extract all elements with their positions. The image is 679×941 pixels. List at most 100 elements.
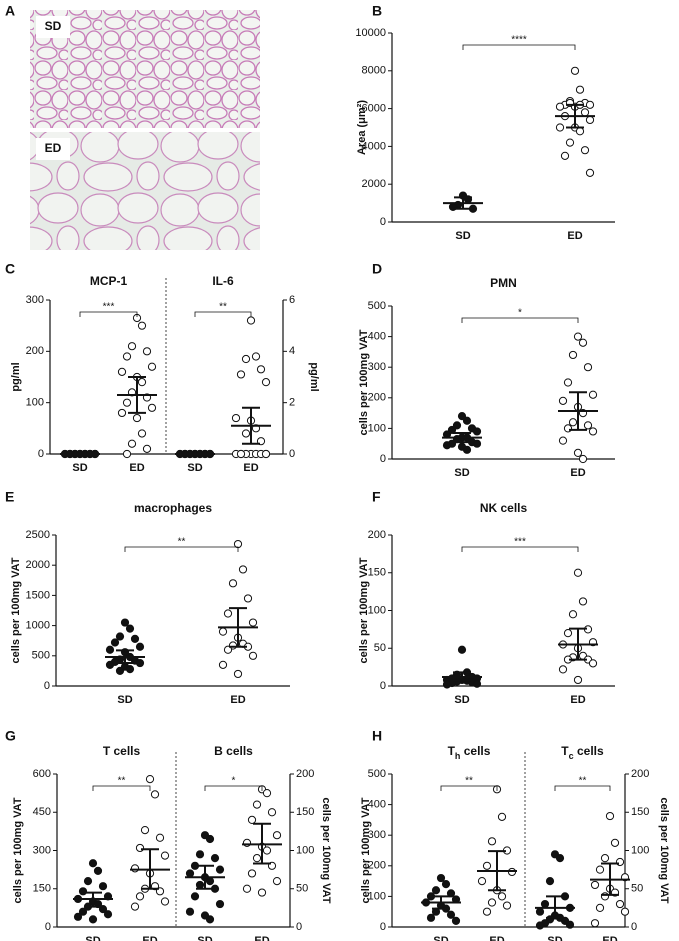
subplot-title: Th cells — [448, 744, 491, 761]
y2-tick-label: 50 — [296, 883, 308, 895]
data-point — [150, 790, 160, 799]
data-point — [573, 332, 583, 341]
subplot-title: IL-6 — [212, 274, 234, 288]
y-tick-label: 400 — [368, 799, 386, 811]
data-point — [565, 920, 575, 929]
data-point — [135, 843, 145, 853]
significance-label: **** — [511, 35, 527, 46]
data-point — [135, 658, 145, 668]
data-point — [580, 108, 590, 117]
data-point — [535, 921, 545, 930]
data-point — [252, 854, 262, 863]
title-part: T — [448, 744, 456, 758]
y-tick-label: 500 — [368, 300, 386, 312]
y-axis-label: cells per 100mg VAT — [358, 329, 370, 435]
data-point — [605, 811, 615, 821]
data-point — [575, 127, 585, 136]
y2-tick-label: 200 — [631, 768, 649, 780]
chart-title: macrophages — [134, 501, 212, 515]
data-point — [585, 100, 595, 109]
data-point — [83, 877, 93, 886]
data-point — [115, 666, 125, 676]
data-point — [218, 660, 228, 669]
data-point — [137, 429, 147, 438]
data-point — [600, 854, 610, 863]
data-point — [573, 448, 583, 457]
data-point — [442, 680, 452, 689]
y-tick-label: 100 — [368, 604, 386, 616]
y2-tick-label: 0 — [289, 448, 295, 460]
data-point — [78, 887, 88, 896]
y-tick-label: 0 — [380, 216, 386, 228]
data-point — [452, 421, 462, 430]
y-tick-label: 8000 — [362, 65, 386, 77]
y2-tick-label: 0 — [296, 921, 302, 933]
data-point — [125, 664, 135, 674]
data-point — [142, 347, 152, 356]
title-part: c — [569, 751, 574, 761]
x-tick-label: SD — [454, 694, 469, 706]
significance-label: ** — [219, 302, 227, 313]
y2-axis-label: pg/ml — [308, 362, 320, 391]
data-point — [248, 651, 258, 660]
data-point — [117, 367, 127, 376]
data-point — [98, 882, 108, 891]
y-tick-label: 0 — [44, 680, 50, 692]
y-tick-label: 100 — [368, 422, 386, 434]
data-point — [233, 669, 243, 679]
y-tick-label: 200 — [26, 345, 44, 357]
data-point — [142, 444, 152, 453]
data-point — [462, 445, 472, 454]
significance-label: * — [518, 308, 522, 319]
data-point — [555, 854, 565, 863]
data-point — [137, 378, 147, 387]
significance-bracket — [462, 44, 576, 50]
chart-title: NK cells — [480, 501, 528, 515]
data-point — [155, 833, 165, 842]
data-point — [88, 915, 98, 924]
y-axis-label: Area (μm²) — [356, 100, 368, 155]
data-point — [145, 775, 155, 784]
y-tick-label: 150 — [33, 883, 51, 895]
data-point — [210, 854, 220, 863]
data-point — [257, 888, 267, 897]
x-tick-label: SD — [454, 467, 469, 479]
data-point — [205, 834, 215, 844]
data-point — [130, 634, 140, 643]
significance-label: ** — [465, 776, 473, 787]
data-point — [555, 123, 565, 132]
y-axis-label: cells per 100mg VAT — [358, 557, 370, 663]
y-tick-label: 150 — [368, 567, 386, 579]
y2-axis-label: cells per 100mg VAT — [320, 798, 332, 904]
data-point — [205, 915, 215, 924]
data-point — [223, 609, 233, 618]
data-point — [457, 645, 467, 654]
title-part: cells — [460, 744, 490, 758]
title-part: cells — [574, 744, 604, 758]
data-point — [563, 378, 573, 387]
data-point — [272, 877, 282, 886]
image-label-box — [36, 16, 70, 38]
data-point — [545, 877, 555, 886]
x-tick-label: ED — [243, 462, 258, 474]
data-point — [436, 873, 446, 883]
data-point — [573, 568, 583, 577]
data-point — [497, 892, 507, 901]
significance-label: ** — [118, 776, 126, 787]
data-point — [205, 877, 215, 886]
y2-tick-label: 150 — [296, 806, 314, 818]
y-tick-label: 100 — [26, 397, 44, 409]
data-point — [555, 102, 565, 111]
data-point — [580, 146, 590, 155]
data-point — [231, 413, 241, 423]
y-axis-label: cells per 100mg VAT — [10, 557, 22, 663]
y-tick-label: 50 — [374, 642, 386, 654]
significance-label: * — [232, 776, 236, 787]
data-point — [215, 865, 225, 874]
x-tick-label: ED — [570, 467, 585, 479]
data-point — [560, 151, 570, 160]
data-point — [261, 449, 271, 459]
x-tick-label: ED — [602, 935, 617, 941]
significance-label: *** — [103, 302, 115, 313]
data-point — [267, 808, 277, 817]
